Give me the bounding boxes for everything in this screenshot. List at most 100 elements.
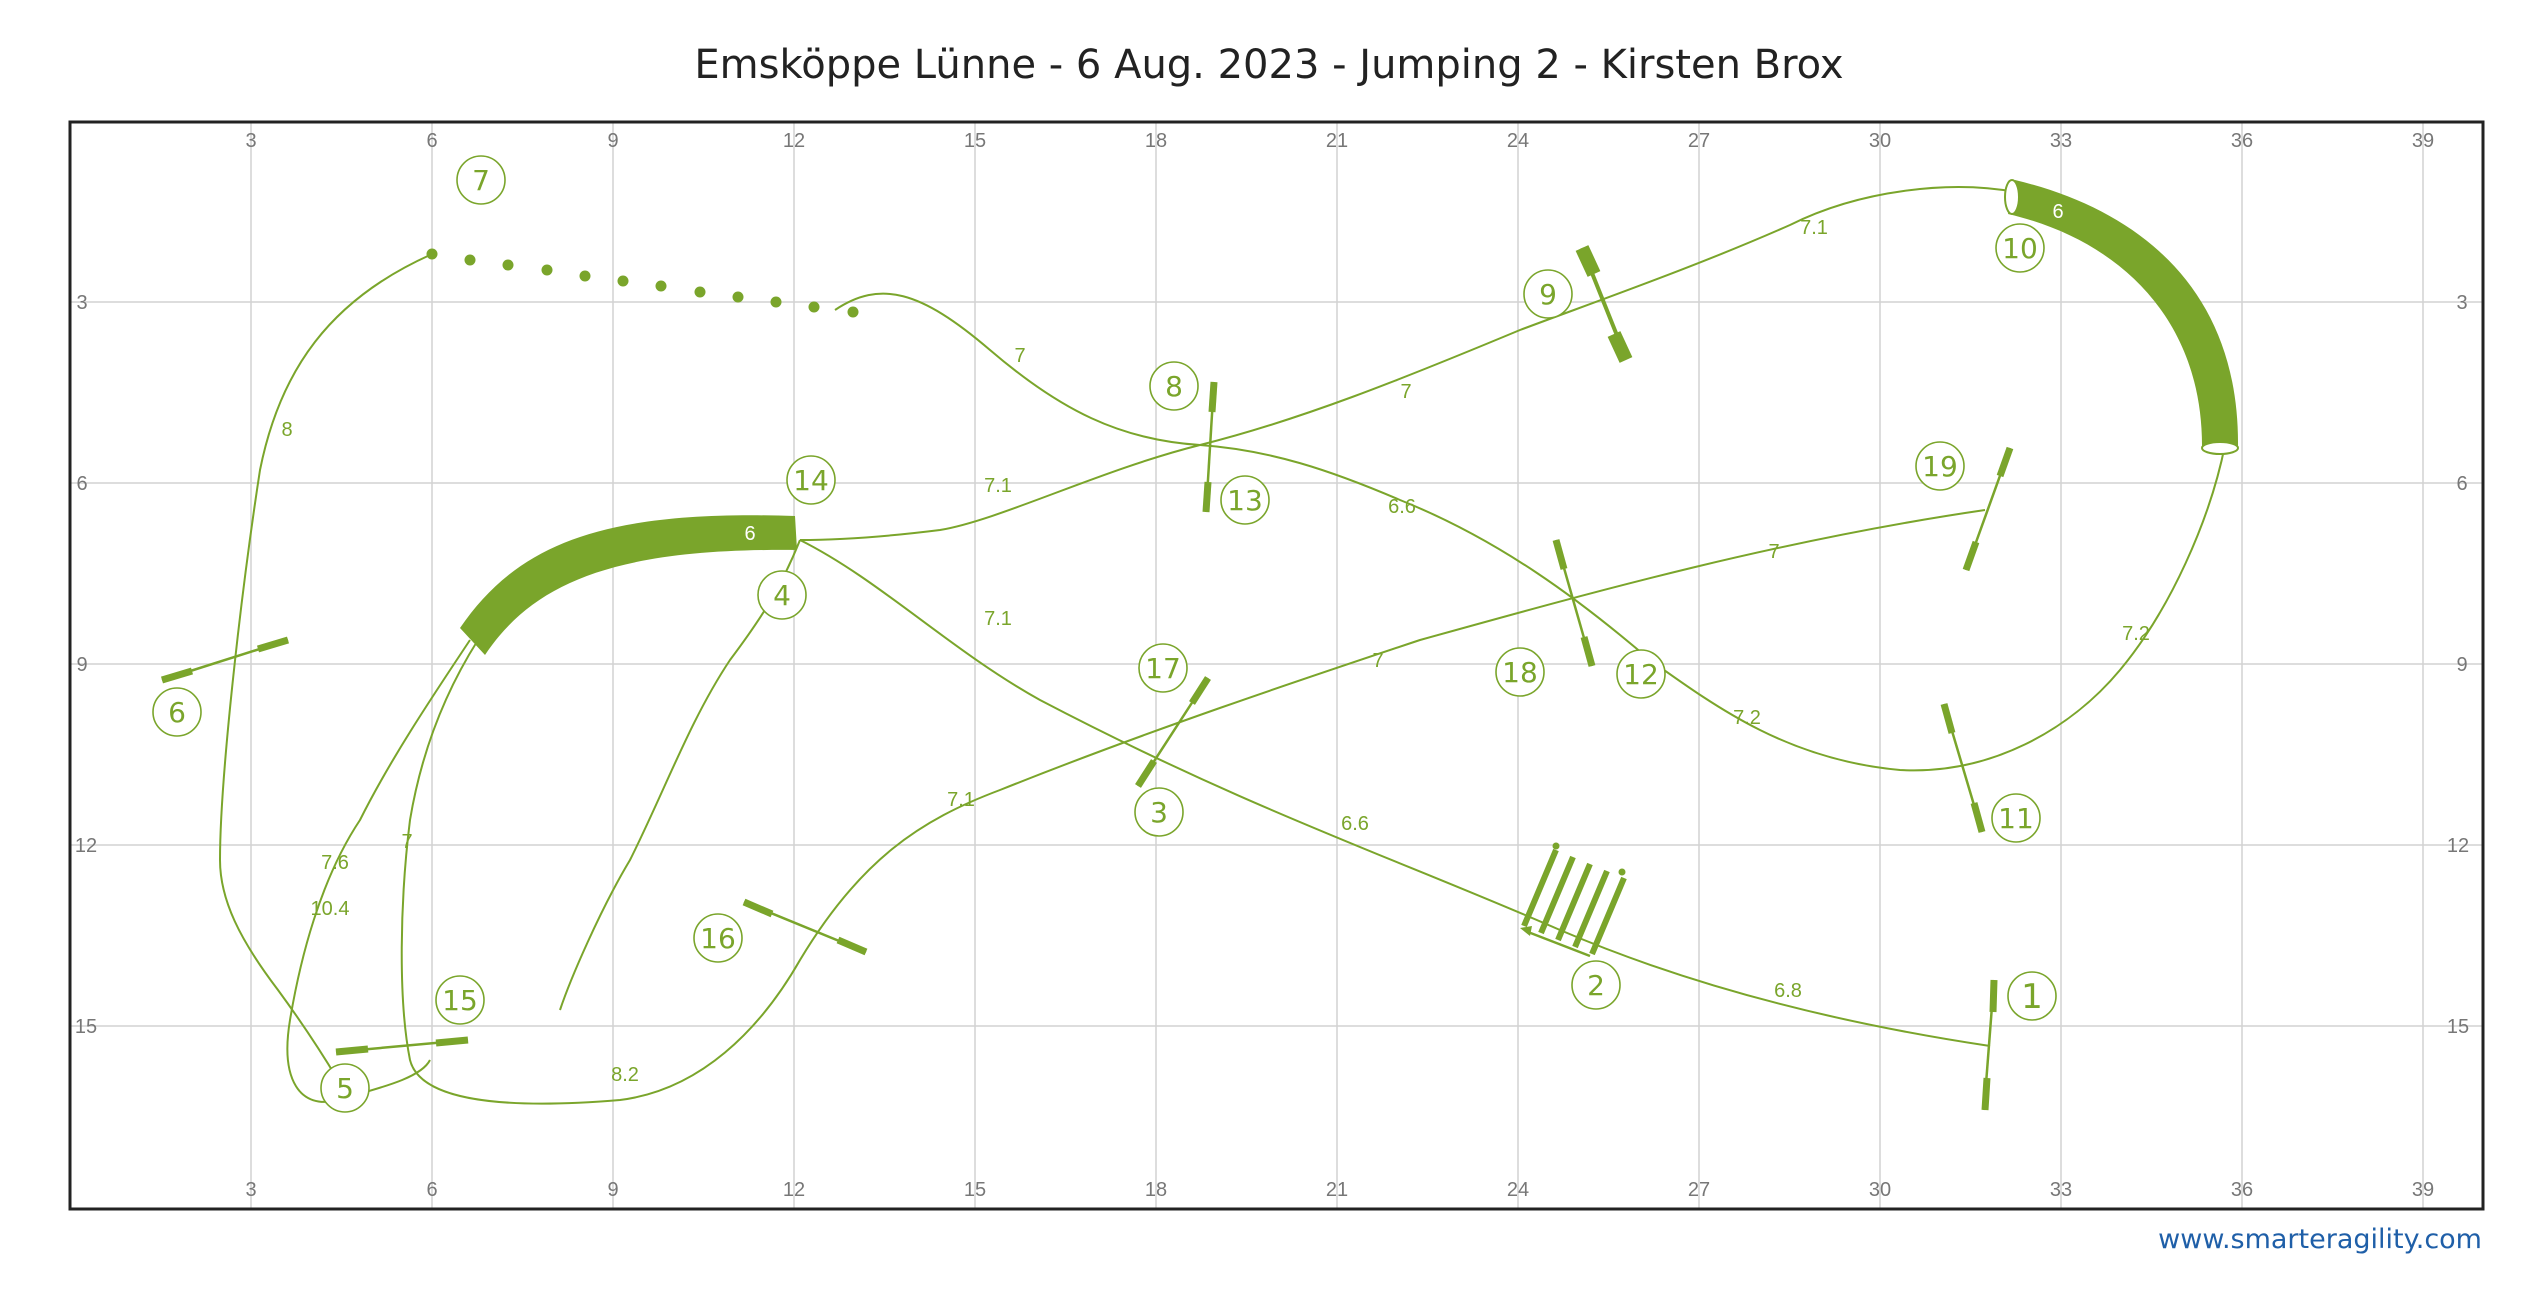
distance-label: 8 bbox=[281, 419, 292, 441]
website-link[interactable]: www.smarteragility.com bbox=[2158, 1224, 2482, 1255]
svg-text:15: 15 bbox=[442, 984, 478, 1017]
svg-text:13: 13 bbox=[1227, 484, 1263, 517]
x-tick: 3 bbox=[245, 1179, 256, 1201]
x-tick-labels-top: 3 6 9 12 15 18 21 24 27 30 33 36 39 bbox=[245, 130, 2434, 152]
number-9: 9 bbox=[1523, 269, 1573, 319]
number-12: 12 bbox=[1616, 649, 1666, 699]
x-tick: 6 bbox=[426, 130, 437, 152]
spread-jump-2 bbox=[1520, 842, 1627, 958]
jump-8 bbox=[1202, 381, 1218, 513]
svg-text:12: 12 bbox=[1623, 658, 1659, 691]
jump-5 bbox=[335, 1036, 469, 1056]
x-tick: 18 bbox=[1145, 1179, 1167, 1201]
y-tick: 3 bbox=[2456, 292, 2467, 314]
tunnel-4: 6 bbox=[460, 515, 797, 655]
number-10: 10 bbox=[1995, 223, 2045, 273]
y-tick-labels-right: 3 6 9 12 15 bbox=[2447, 292, 2469, 1038]
distance-labels: 6.8 6.6 7.1 7.6 10.4 8 7 6.6 7 7.1 7.2 7… bbox=[281, 217, 2149, 1086]
tunnel-label: 6 bbox=[2052, 201, 2063, 223]
svg-text:10: 10 bbox=[2002, 232, 2038, 265]
distance-label: 7 bbox=[401, 831, 412, 853]
x-tick: 39 bbox=[2412, 130, 2434, 152]
number-7: 7 bbox=[456, 155, 506, 205]
jump-1 bbox=[1981, 979, 1998, 1111]
jump-19 bbox=[1962, 446, 2014, 572]
y-tick: 6 bbox=[76, 473, 87, 495]
number-13: 13 bbox=[1220, 475, 1270, 525]
svg-text:19: 19 bbox=[1922, 450, 1958, 483]
number-15: 15 bbox=[435, 975, 485, 1025]
y-tick: 9 bbox=[2456, 654, 2467, 676]
distance-label: 7 bbox=[1014, 345, 1025, 367]
distance-label: 7.1 bbox=[984, 475, 1012, 497]
distance-label: 6.6 bbox=[1388, 496, 1416, 518]
number-19: 19 bbox=[1915, 441, 1965, 491]
number-14: 14 bbox=[786, 455, 836, 505]
arena-frame bbox=[68, 120, 2485, 1211]
distance-label: 7.2 bbox=[2122, 623, 2150, 645]
y-tick: 15 bbox=[75, 1016, 97, 1038]
number-17: 17 bbox=[1138, 643, 1188, 693]
number-18: 18 bbox=[1495, 647, 1545, 697]
obstacle-numbers: 1 2 3 4 5 6 7 8 9 10 11 12 13 14 15 16 1… bbox=[152, 155, 2057, 1113]
y-tick: 12 bbox=[75, 835, 97, 857]
x-tick: 30 bbox=[1869, 130, 1891, 152]
y-tick: 6 bbox=[2456, 473, 2467, 495]
number-8: 8 bbox=[1149, 361, 1199, 411]
svg-text:3: 3 bbox=[1150, 796, 1168, 829]
distance-label: 7 bbox=[1372, 650, 1383, 672]
x-tick: 21 bbox=[1326, 1179, 1348, 1201]
x-tick: 30 bbox=[1869, 1179, 1891, 1201]
svg-text:9: 9 bbox=[1539, 278, 1557, 311]
x-tick: 24 bbox=[1507, 1179, 1529, 1201]
distance-label: 10.4 bbox=[311, 898, 350, 920]
distance-label: 7.2 bbox=[1733, 707, 1761, 729]
svg-text:1: 1 bbox=[2021, 977, 2043, 1017]
svg-text:17: 17 bbox=[1145, 652, 1181, 685]
distance-label: 7.1 bbox=[984, 608, 1012, 630]
tunnel-label: 6 bbox=[744, 523, 755, 545]
x-tick: 33 bbox=[2050, 1179, 2072, 1201]
distance-label: 6.6 bbox=[1341, 813, 1369, 835]
x-tick: 18 bbox=[1145, 130, 1167, 152]
x-tick: 39 bbox=[2412, 1179, 2434, 1201]
x-tick: 12 bbox=[783, 130, 805, 152]
x-tick: 24 bbox=[1507, 130, 1529, 152]
x-tick: 36 bbox=[2231, 130, 2253, 152]
distance-label: 8.2 bbox=[611, 1064, 639, 1086]
svg-text:14: 14 bbox=[793, 464, 829, 497]
x-tick: 15 bbox=[964, 130, 986, 152]
x-tick: 36 bbox=[2231, 1179, 2253, 1201]
number-4: 4 bbox=[757, 570, 807, 620]
distance-label: 7 bbox=[1768, 541, 1779, 563]
jump-12 bbox=[1552, 539, 1596, 667]
x-tick: 9 bbox=[607, 130, 618, 152]
number-2: 2 bbox=[1571, 960, 1621, 1010]
number-3: 3 bbox=[1134, 787, 1184, 837]
x-tick: 27 bbox=[1688, 1179, 1710, 1201]
grid bbox=[70, 123, 2483, 1208]
y-tick-labels-left: 3 6 9 12 15 bbox=[75, 292, 97, 1038]
x-tick: 3 bbox=[245, 130, 256, 152]
svg-text:4: 4 bbox=[773, 579, 791, 612]
number-5: 5 bbox=[320, 1063, 370, 1113]
jump-3 bbox=[1135, 676, 1211, 788]
tunnel-10: 6 bbox=[2004, 179, 2239, 455]
svg-text:11: 11 bbox=[1998, 802, 2034, 835]
distance-label: 7.1 bbox=[1800, 217, 1828, 239]
number-1: 1 bbox=[2007, 971, 2057, 1021]
svg-text:7: 7 bbox=[472, 164, 490, 197]
x-tick: 15 bbox=[964, 1179, 986, 1201]
jump-9 bbox=[1575, 245, 1633, 363]
number-11: 11 bbox=[1991, 793, 2041, 843]
svg-text:2: 2 bbox=[1587, 969, 1605, 1002]
number-16: 16 bbox=[693, 913, 743, 963]
course-title: Emsköppe Lünne - 6 Aug. 2023 - Jumping 2… bbox=[694, 42, 1843, 88]
jump-6 bbox=[160, 636, 290, 684]
svg-text:18: 18 bbox=[1502, 656, 1538, 689]
y-tick: 3 bbox=[76, 292, 87, 314]
jump-11 bbox=[1940, 703, 1986, 833]
svg-text:6: 6 bbox=[168, 696, 186, 729]
jump-16 bbox=[742, 898, 868, 956]
